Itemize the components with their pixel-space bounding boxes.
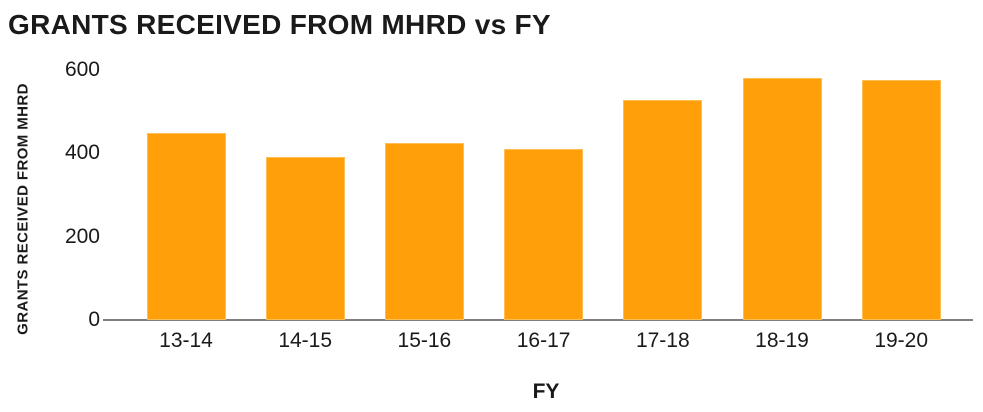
x-tick-label: 13-14 [159, 329, 213, 352]
y-axis-label: GRANTS RECEIVED FROM MHRD [14, 83, 32, 335]
chart-title: GRANTS RECEIVED FROM MHRD vs FY [8, 9, 551, 40]
x-tick-label: 19-20 [874, 329, 929, 352]
x-axis-line [103, 319, 973, 321]
x-tick-label: 17-18 [635, 329, 690, 352]
bar [265, 156, 345, 320]
bar [861, 80, 941, 320]
y-tick-label: 200 [64, 224, 100, 248]
bar [384, 143, 464, 320]
x-tick-label: 14-15 [278, 329, 333, 352]
x-axis-label: FY [532, 380, 560, 403]
x-tick-label: 16-17 [516, 329, 571, 352]
bar [504, 149, 584, 320]
y-tick-label: 0 [88, 308, 100, 331]
bar [742, 77, 822, 320]
bar [623, 100, 703, 320]
x-tick-label: 15-16 [397, 329, 452, 352]
x-tick-label: 18-19 [755, 329, 809, 352]
bar [146, 132, 226, 320]
y-tick-label: 400 [64, 141, 100, 165]
y-tick-label: 600 [64, 58, 100, 81]
